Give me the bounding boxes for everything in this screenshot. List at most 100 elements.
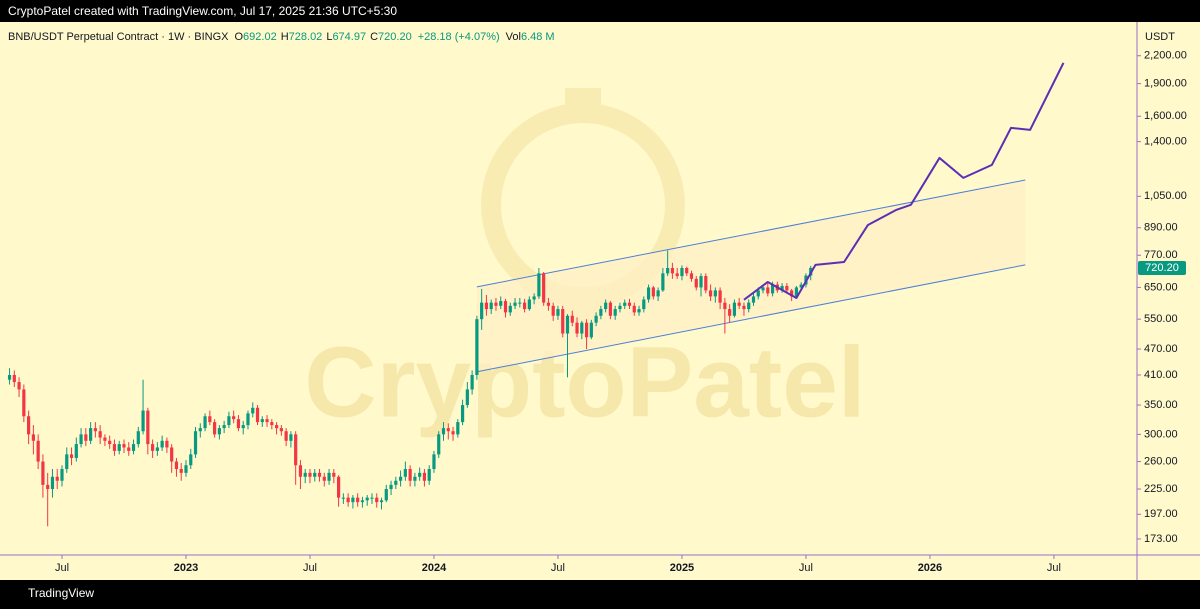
candle-body: [589, 322, 593, 338]
candle-body: [680, 267, 684, 277]
candle-body: [179, 469, 183, 473]
candle-body: [546, 302, 551, 306]
candle-body: [575, 322, 579, 334]
candle-body: [494, 302, 498, 306]
y-tick-label: 197.00: [1144, 508, 1178, 520]
candle-body: [642, 299, 646, 310]
candle-body: [570, 315, 574, 323]
candle-body: [561, 309, 565, 334]
candle-body: [103, 437, 107, 441]
candle-body: [189, 454, 193, 466]
x-tick-label: Jul: [1047, 562, 1061, 574]
candle-body: [747, 302, 751, 310]
bottom-bar: [0, 580, 1200, 609]
candle-body: [198, 428, 202, 432]
candle-body: [756, 290, 760, 297]
candle-body: [108, 440, 112, 445]
candle-body: [518, 302, 522, 304]
candle-body: [131, 444, 136, 451]
y-tick-label: 650.00: [1144, 281, 1178, 293]
symbol: BNB/USDT Perpetual Contract · 1W · BINGX: [8, 31, 229, 43]
candle-body: [193, 431, 198, 455]
candle-body: [313, 472, 317, 477]
candle-body: [732, 302, 737, 316]
candle-body: [7, 374, 12, 380]
candle-body: [98, 431, 102, 438]
candle-body: [508, 305, 512, 313]
candle-body: [360, 500, 365, 503]
candle-body: [770, 284, 775, 294]
candle-body: [608, 302, 613, 316]
candle-body: [217, 428, 221, 435]
candle-body: [427, 469, 431, 481]
candle-body: [356, 497, 360, 503]
candle-body: [604, 302, 608, 310]
top-bar: [0, 0, 1200, 22]
y-tick-label: 225.00: [1144, 483, 1178, 495]
x-tick-label: 2025: [670, 562, 694, 574]
candle-body: [50, 476, 55, 490]
candle-body: [384, 489, 388, 501]
candle-body: [155, 447, 159, 451]
candle-body: [761, 287, 765, 291]
x-tick-label: Jul: [799, 562, 813, 574]
candle-body: [322, 476, 326, 481]
candle-body: [93, 428, 97, 432]
candle-body: [689, 273, 694, 279]
legend-key: L: [326, 31, 332, 43]
candle-body: [336, 476, 341, 498]
candle-body: [60, 469, 64, 481]
candle-body: [112, 444, 117, 451]
candle-body: [475, 319, 479, 375]
candle-body: [270, 422, 274, 426]
candle-body: [327, 472, 331, 481]
candle-body: [651, 287, 655, 297]
candle-body: [751, 296, 756, 303]
candle-body: [646, 287, 651, 300]
candle-body: [542, 273, 546, 303]
candle-body: [89, 428, 93, 441]
candle-body: [527, 299, 531, 310]
candle-body: [742, 305, 746, 310]
candle-body: [666, 267, 670, 274]
candle-body: [165, 440, 169, 448]
legend-key: Vol: [506, 31, 521, 43]
footer-text: TradingView: [28, 586, 94, 600]
candle-body: [69, 454, 74, 458]
y-tick-label: 770.00: [1144, 249, 1178, 261]
candle-body: [127, 447, 131, 451]
last-price-label: 720.20: [1145, 262, 1179, 274]
candle-body: [685, 267, 689, 274]
candle-body: [46, 484, 50, 490]
candle-body: [294, 434, 298, 466]
candle-body: [627, 302, 632, 306]
candle-body: [346, 497, 350, 503]
x-tick-label: 2024: [422, 562, 447, 574]
candle-body: [632, 305, 636, 313]
candle-body: [489, 302, 493, 310]
legend-value: 720.20: [378, 31, 412, 43]
candle-body: [613, 309, 617, 316]
candle-body: [675, 273, 679, 277]
candle-body: [403, 469, 407, 477]
candle-body: [599, 309, 603, 316]
candle-body: [389, 484, 393, 490]
candle-body: [236, 419, 241, 429]
candle-body: [699, 276, 703, 288]
candle-body: [17, 382, 21, 390]
x-tick-label: 2026: [918, 562, 942, 574]
candle-body: [623, 302, 627, 306]
candle-body: [12, 374, 16, 383]
candle-body: [794, 287, 799, 297]
y-tick-label: 350.00: [1144, 399, 1178, 411]
candle-body: [522, 302, 527, 310]
candle-body: [637, 309, 641, 313]
candle-body: [260, 419, 264, 423]
legend-key: C: [370, 31, 378, 43]
candle-body: [241, 425, 245, 429]
y-tick-label: 550.00: [1144, 313, 1178, 325]
legend-change: +28.18 (+4.07%): [418, 31, 500, 43]
candle-body: [785, 285, 789, 291]
candle-body: [480, 302, 484, 320]
